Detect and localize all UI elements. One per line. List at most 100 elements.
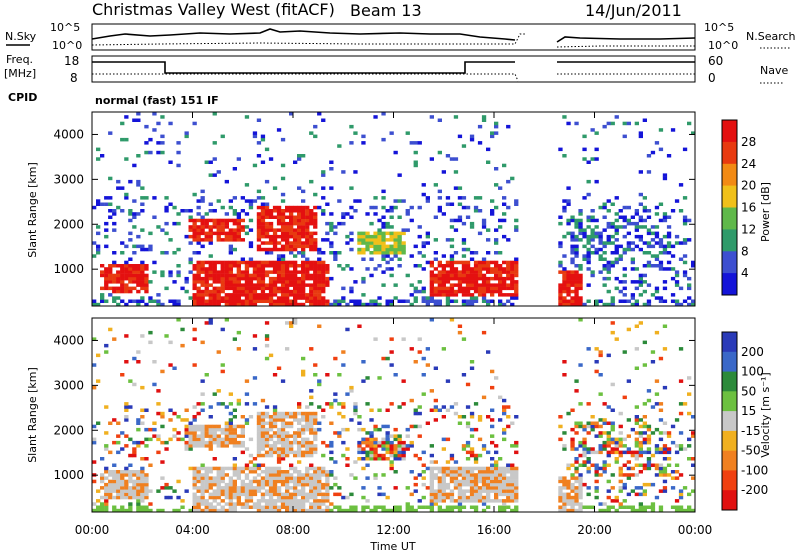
heatmap-cell <box>236 466 241 471</box>
heatmap-cell <box>104 476 109 480</box>
heatmap-cell <box>301 215 306 219</box>
heatmap-cell <box>268 283 274 287</box>
heatmap-cell <box>301 427 306 432</box>
heatmap-cell <box>268 353 274 358</box>
heatmap-cell <box>108 450 113 455</box>
heatmap-cell <box>437 273 442 278</box>
heatmap-cell <box>176 508 181 513</box>
heatmap-cell <box>293 492 298 497</box>
heatmap-cell <box>369 447 374 451</box>
heatmap-cell <box>136 264 141 268</box>
heatmap-cell <box>104 499 109 503</box>
heatmap-cell <box>120 276 125 281</box>
heatmap-cell <box>365 463 370 467</box>
heatmap-cell <box>260 137 266 142</box>
heatmap-cell <box>687 444 692 448</box>
heatmap-cell <box>590 424 595 429</box>
heatmap-cell <box>293 238 298 242</box>
heatmap-cell <box>658 402 664 406</box>
heatmap-cell <box>293 479 298 484</box>
heatmap-cell <box>252 457 258 461</box>
heatmap-cell <box>594 495 599 500</box>
heatmap-cell <box>297 460 302 464</box>
heatmap-cell <box>216 234 221 239</box>
heatmap-cell <box>196 264 201 268</box>
heatmap-cell <box>666 447 672 451</box>
heatmap-cell <box>232 424 237 429</box>
heatmap-cell <box>514 470 519 474</box>
heatmap-cell <box>325 202 330 206</box>
heatmap-cell <box>248 273 254 278</box>
heatmap-cell <box>317 502 322 506</box>
heatmap-cell <box>662 299 668 303</box>
heatmap-cell <box>558 289 563 294</box>
heatmap-cell <box>397 405 402 409</box>
heatmap-cell <box>574 299 579 303</box>
heatmap-cell <box>297 470 302 474</box>
heatmap-cell <box>691 302 696 307</box>
heatmap-cell <box>140 196 145 200</box>
heatmap-cell <box>272 405 278 409</box>
heatmap-cell <box>268 482 274 487</box>
heatmap-cell <box>172 251 177 255</box>
heatmap-cell <box>486 251 491 255</box>
heatmap-cell <box>313 302 318 307</box>
heatmap-cell <box>506 470 511 474</box>
heatmap-cell <box>502 280 507 284</box>
heatmap-cell <box>272 482 278 487</box>
heatmap-cell <box>558 492 563 497</box>
heatmap-cell <box>244 476 250 480</box>
heatmap-cell <box>429 505 434 509</box>
heatmap-cell <box>204 234 209 239</box>
heatmap-cell <box>353 460 358 464</box>
heatmap-cell <box>200 215 205 219</box>
heatmap-cell <box>100 473 105 477</box>
heatmap-cell <box>144 473 149 477</box>
heatmap-cell <box>574 247 579 252</box>
heatmap-cell <box>361 257 366 261</box>
heatmap-cell <box>224 260 229 265</box>
heatmap-cell <box>325 267 330 271</box>
heatmap-cell <box>666 231 672 236</box>
heatmap-cell <box>176 273 181 278</box>
heatmap-cell <box>317 283 322 287</box>
heatmap-cell <box>586 225 591 229</box>
heatmap-cell <box>321 440 326 445</box>
heatmap-cell <box>272 209 278 213</box>
heatmap-cell <box>297 427 302 432</box>
heatmap-cell <box>140 415 145 419</box>
heatmap-cell <box>260 280 266 284</box>
heatmap-cell <box>345 508 350 513</box>
heatmap-cell <box>630 453 635 458</box>
heatmap-cell <box>650 293 656 297</box>
heatmap-cell <box>606 260 611 265</box>
heatmap-cell <box>313 289 318 294</box>
heatmap-cell <box>128 286 133 291</box>
heatmap-cell <box>437 280 442 284</box>
heatmap-cell <box>228 273 233 278</box>
heatmap-cell <box>373 440 378 445</box>
heatmap-cell <box>264 247 270 252</box>
heatmap-cell <box>188 421 193 425</box>
heatmap-cell <box>441 486 446 490</box>
heatmap-cell <box>574 486 579 490</box>
heatmap-cell <box>248 437 254 442</box>
heatmap-cell <box>128 267 133 271</box>
heatmap-cell <box>453 115 459 119</box>
heatmap-cell <box>136 280 141 284</box>
heatmap-cell <box>236 273 241 278</box>
heatmap-cell <box>457 286 463 291</box>
heatmap-cell <box>405 486 410 490</box>
heatmap-cell <box>293 270 298 274</box>
heatmap-cell <box>469 296 475 300</box>
heatmap-cell <box>268 450 274 455</box>
heatmap-cell <box>140 186 145 190</box>
heatmap-cell <box>566 299 571 303</box>
heatmap-cell <box>650 238 656 242</box>
heatmap-cell <box>465 264 471 268</box>
heatmap-cell <box>301 356 306 361</box>
heatmap-cell <box>293 241 298 245</box>
heatmap-cell <box>481 225 487 229</box>
heatmap-cell <box>377 296 382 300</box>
heatmap-cell <box>590 157 595 161</box>
